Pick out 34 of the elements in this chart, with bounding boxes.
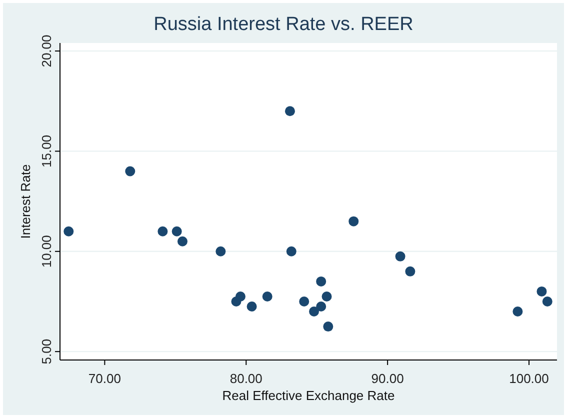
point: [246, 302, 257, 312]
point: [322, 291, 332, 302]
point: [286, 246, 296, 256]
point: [405, 266, 416, 276]
point: [284, 106, 295, 116]
point: [309, 306, 320, 316]
point: [299, 296, 310, 306]
y-tick-label: 10.00: [39, 235, 54, 268]
point: [316, 302, 326, 312]
point: [395, 251, 406, 262]
y-axis-title: Interest Rate: [18, 164, 33, 239]
x-tick-label: 80.00: [230, 371, 262, 386]
point: [177, 236, 188, 246]
x-axis-title: Real Effective Exchange Rate: [222, 388, 395, 403]
y-tick-label: 5.00: [39, 338, 54, 364]
point: [512, 306, 523, 316]
point: [262, 291, 272, 302]
chart-title: Russia Interest Rate vs. REER: [154, 14, 414, 35]
x-tick-label: 90.00: [371, 371, 404, 386]
point: [172, 226, 182, 236]
point: [64, 226, 74, 236]
point: [216, 246, 226, 256]
y-tick-label: 20.00: [39, 34, 54, 68]
x-tick-label: 100.00: [509, 371, 549, 386]
x-tick-label: 70.00: [88, 371, 121, 386]
y-tick-label: 15.00: [39, 134, 54, 168]
point: [323, 322, 334, 332]
point: [316, 276, 326, 286]
point: [542, 296, 552, 306]
point: [536, 286, 547, 296]
point: [158, 226, 168, 236]
point: [235, 291, 246, 302]
point: [125, 166, 136, 176]
point: [348, 216, 359, 226]
